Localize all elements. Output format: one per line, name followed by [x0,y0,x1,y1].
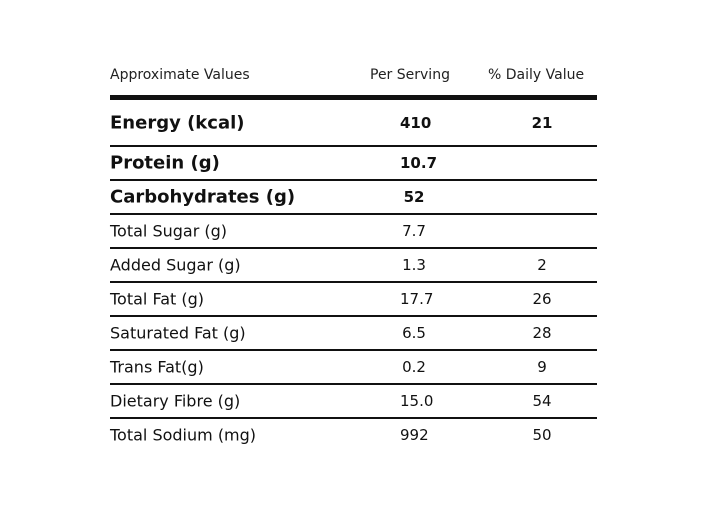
row-label: Saturated Fat (g) [110,323,246,343]
row-per-serving: 992 [400,426,429,444]
table-header: Approximate Values Per Serving % Daily V… [110,62,597,95]
table-row: Total Sodium (mg) 992 50 [110,419,597,451]
nutrition-table: Approximate Values Per Serving % Daily V… [110,62,597,451]
row-per-serving: 1.3 [402,256,426,274]
table-row: Total Sugar (g) 7.7 [110,215,597,249]
row-label: Total Fat (g) [110,289,204,309]
header-daily-value: % Daily Value [488,67,585,83]
row-per-serving: 6.5 [402,324,426,342]
table-row: Energy (kcal) 410 21 [110,100,597,147]
row-label: Energy (kcal) [110,112,245,133]
table-row: Protein (g) 10.7 [110,147,597,181]
table-row: Added Sugar (g) 1.3 2 [110,249,597,283]
row-label: Trans Fat(g) [110,357,204,377]
table-row: Dietary Fibre (g) 15.0 54 [110,385,597,419]
row-label: Total Sodium (mg) [110,425,257,445]
row-label: Carbohydrates (g) [110,186,296,208]
header-approximate-values: Approximate Values [110,67,250,83]
row-per-serving: 17.7 [400,290,434,308]
row-daily-value: 28 [532,324,552,342]
table-row: Trans Fat(g) 0.2 9 [110,351,597,385]
row-label: Protein (g) [110,152,220,174]
row-label: Dietary Fibre (g) [110,391,241,411]
table-row: Total Fat (g) 17.7 26 [110,283,597,317]
row-per-serving: 15.0 [400,392,434,410]
row-daily-value: 50 [532,426,552,444]
table-row: Carbohydrates (g) 52 [110,181,597,215]
row-per-serving: 410 [400,113,432,132]
row-per-serving: 52 [403,188,425,206]
row-daily-value: 54 [532,392,552,410]
row-daily-value: 9 [537,358,547,376]
row-per-serving: 0.2 [402,358,426,376]
row-label: Total Sugar (g) [110,221,228,241]
row-per-serving: 10.7 [400,154,438,172]
row-daily-value: 26 [532,290,552,308]
table-row: Saturated Fat (g) 6.5 28 [110,317,597,351]
row-label: Added Sugar (g) [110,255,241,275]
row-daily-value: 2 [537,256,547,274]
row-daily-value: 21 [531,113,553,132]
header-divider [110,95,597,100]
row-per-serving: 7.7 [402,222,426,240]
header-per-serving: Per Serving [370,67,450,83]
